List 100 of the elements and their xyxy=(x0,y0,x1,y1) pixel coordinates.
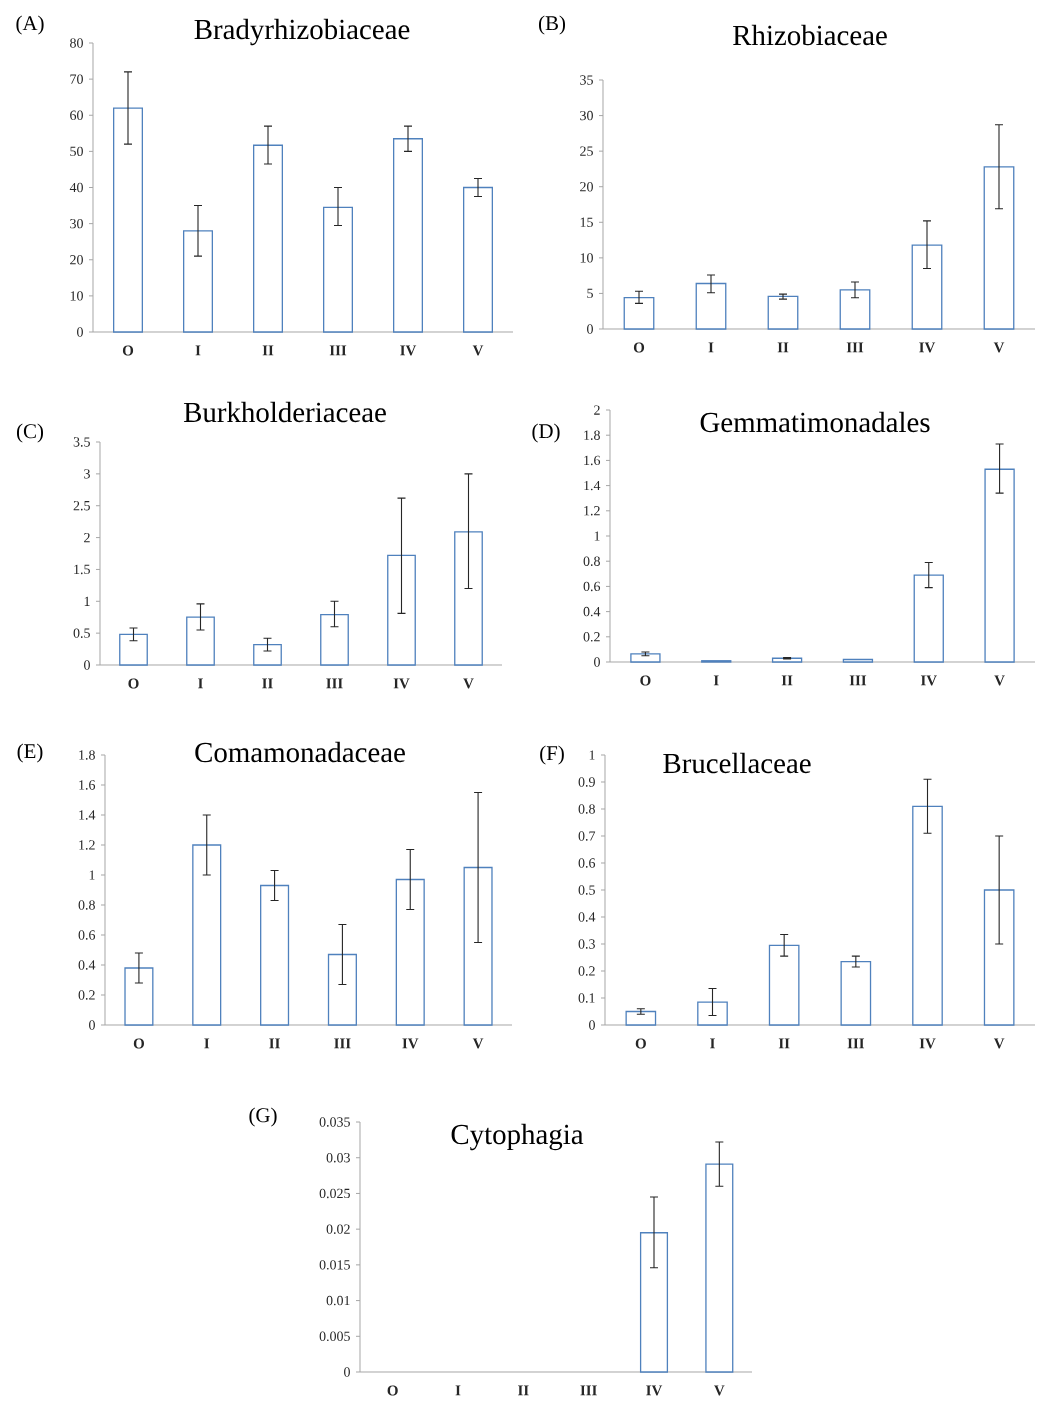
y-tick-label: 10 xyxy=(70,291,83,301)
x-tick-label: O xyxy=(387,1385,398,1396)
chart-title: Brucellaceae xyxy=(663,752,811,774)
bar xyxy=(623,297,655,330)
x-tick-label: O xyxy=(633,342,644,353)
y-tick-label: 2 xyxy=(83,532,90,543)
y-tick-label: 0.005 xyxy=(319,1331,350,1342)
y-tick-label: 0.02 xyxy=(326,1224,350,1234)
bar xyxy=(453,531,483,666)
x-tick-label: I xyxy=(455,1385,461,1396)
x-tick-label: IV xyxy=(400,345,416,356)
y-tick-label: 50 xyxy=(70,146,83,157)
bar xyxy=(697,1001,728,1026)
x-tick-label: I xyxy=(708,342,714,353)
y-tick-label: 1 xyxy=(84,596,90,606)
bar xyxy=(259,884,289,1026)
y-tick-label: 30 xyxy=(580,110,593,121)
y-tick-label: 0.015 xyxy=(319,1260,350,1270)
bar xyxy=(911,244,943,330)
y-tick-label: 0.8 xyxy=(78,900,95,910)
bar xyxy=(913,574,944,663)
text: (C) xyxy=(16,423,43,443)
bar xyxy=(630,653,661,663)
y-tick-label: 0.025 xyxy=(319,1188,350,1199)
x-tick-label: III xyxy=(580,1385,597,1396)
y-tick-label: 0.6 xyxy=(583,581,600,592)
x-tick-label: O xyxy=(122,345,133,356)
bar xyxy=(983,889,1015,1026)
x-tick-label: II xyxy=(777,342,789,353)
y-tick-label: 0.01 xyxy=(326,1295,350,1306)
bar xyxy=(839,289,871,330)
x-tick-label: II xyxy=(269,1038,280,1049)
x-tick-label: III xyxy=(846,342,864,353)
y-tick-label: 0.2 xyxy=(583,632,600,642)
bar xyxy=(252,144,283,333)
bar xyxy=(462,186,493,333)
x-tick-label: II xyxy=(778,1038,790,1049)
y-tick-label: 1 xyxy=(89,870,95,880)
y-tick-label: 0 xyxy=(76,327,83,337)
bar xyxy=(112,107,143,333)
x-tick-label: I xyxy=(195,345,201,356)
text: (F) xyxy=(539,745,564,765)
y-tick-label: 30 xyxy=(70,218,83,229)
y-tick-label: 0.03 xyxy=(326,1152,350,1163)
y-tick-label: 80 xyxy=(69,38,83,48)
text: (E) xyxy=(17,743,43,763)
y-tick-label: 40 xyxy=(69,182,83,193)
y-tick-label: 1.2 xyxy=(79,840,95,850)
y-tick-label: 1.4 xyxy=(79,810,96,820)
bar xyxy=(768,944,800,1026)
x-tick-label: III xyxy=(326,678,343,689)
text: (G) xyxy=(249,1107,277,1127)
y-tick-label: 0 xyxy=(83,660,90,670)
y-tick-label: 0.6 xyxy=(78,930,95,940)
y-tick-label: 3.5 xyxy=(73,437,90,447)
chart-title: Rhizobiaceae xyxy=(732,24,887,46)
text: (A) xyxy=(16,15,44,35)
x-tick-label: V xyxy=(463,678,474,689)
y-tick-label: 0 xyxy=(343,1367,350,1377)
x-tick-label: III xyxy=(329,345,347,356)
y-tick-label: 1.5 xyxy=(74,564,90,575)
y-tick-label: 0.1 xyxy=(578,993,595,1003)
y-tick-label: 0.5 xyxy=(578,885,595,895)
x-tick-label: V xyxy=(993,1038,1005,1049)
x-tick-label: V xyxy=(993,342,1005,353)
bar xyxy=(319,614,349,666)
chart-title: Burkholderiaceae xyxy=(183,401,386,423)
y-tick-label: 0 xyxy=(588,1020,595,1030)
y-tick-label: 0.035 xyxy=(319,1117,350,1127)
x-tick-label: I xyxy=(197,678,203,689)
y-tick-label: 1.4 xyxy=(584,480,601,491)
y-tick-label: 1 xyxy=(594,531,600,541)
x-tick-label: III xyxy=(334,1038,351,1049)
x-tick-label: IV xyxy=(393,678,410,689)
y-tick-label: 0.8 xyxy=(583,556,600,566)
bar xyxy=(767,295,799,330)
bar xyxy=(984,468,1015,663)
bar xyxy=(182,230,213,333)
y-tick-label: 60 xyxy=(69,110,83,120)
y-tick-label: 0 xyxy=(593,657,600,667)
y-tick-label: 0.3 xyxy=(578,939,595,949)
y-tick-label: 15 xyxy=(580,217,593,227)
y-tick-label: 70 xyxy=(70,74,83,84)
bar xyxy=(192,844,222,1026)
chart-title: Comamonadaceae xyxy=(195,741,405,763)
x-tick-label: IV xyxy=(919,342,935,353)
y-tick-label: 0 xyxy=(88,1020,95,1030)
bar xyxy=(395,878,425,1026)
y-tick-label: 1.6 xyxy=(584,455,600,466)
bar xyxy=(322,206,353,333)
x-tick-label: V xyxy=(713,1385,725,1396)
bar xyxy=(912,805,943,1026)
x-tick-label: III xyxy=(849,675,866,686)
bar xyxy=(840,960,872,1026)
y-tick-label: 1.2 xyxy=(584,506,600,516)
x-tick-label: O xyxy=(133,1038,144,1049)
bar xyxy=(327,953,357,1026)
y-tick-label: 5 xyxy=(587,288,593,299)
y-tick-label: 0 xyxy=(586,324,593,334)
y-tick-label: 25 xyxy=(579,146,593,156)
